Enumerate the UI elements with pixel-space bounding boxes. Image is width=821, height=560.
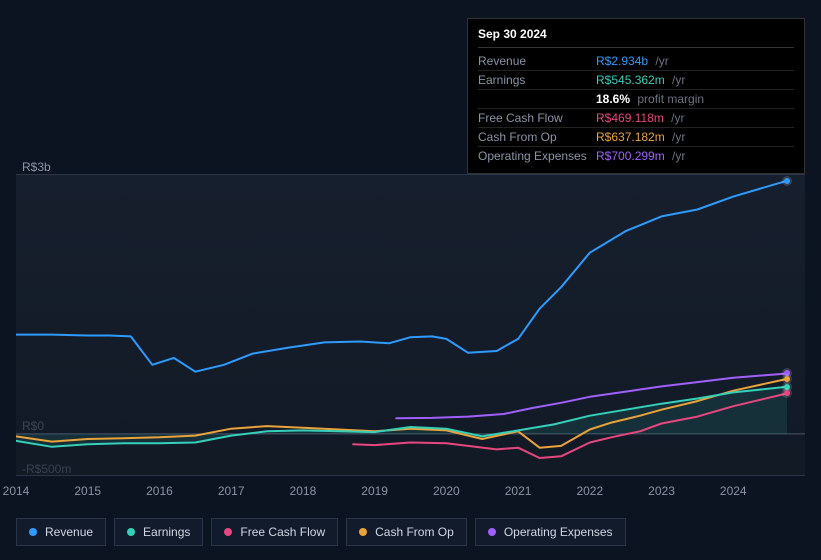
series-end-marker xyxy=(784,178,790,184)
y-axis-label: R$3b xyxy=(22,160,51,174)
series-end-marker xyxy=(784,376,790,382)
legend-item-revenue[interactable]: Revenue xyxy=(16,518,106,546)
tooltip-label: Free Cash Flow xyxy=(478,111,596,125)
tooltip-value: R$637.182m xyxy=(596,130,665,144)
x-axis-label: 2019 xyxy=(361,484,388,498)
x-axis-label: 2015 xyxy=(74,484,101,498)
legend-swatch xyxy=(29,528,37,536)
tooltip-label: Earnings xyxy=(478,73,596,87)
x-axis-label: 2020 xyxy=(433,484,460,498)
legend-item-cfo[interactable]: Cash From Op xyxy=(346,518,467,546)
legend-label: Operating Expenses xyxy=(504,525,613,539)
tooltip-unit: /yr xyxy=(669,130,686,144)
tooltip-value: R$2.934b xyxy=(596,54,648,68)
tooltip-label: Cash From Op xyxy=(478,130,596,144)
legend-item-fcf[interactable]: Free Cash Flow xyxy=(211,518,338,546)
legend-label: Revenue xyxy=(45,525,93,539)
x-axis-label: 2023 xyxy=(648,484,675,498)
tooltip-value: 18.6% xyxy=(596,92,630,106)
tooltip-unit: /yr xyxy=(668,111,685,125)
legend-swatch xyxy=(359,528,367,536)
tooltip-label: Revenue xyxy=(478,54,596,68)
x-axis-label: 2022 xyxy=(576,484,603,498)
x-axis-label: 2024 xyxy=(720,484,747,498)
tooltip-row: RevenueR$2.934b /yr xyxy=(478,52,794,71)
legend-swatch xyxy=(224,528,232,536)
tooltip-unit: /yr xyxy=(669,73,686,87)
chart-plot-area[interactable] xyxy=(16,174,805,476)
tooltip-unit: /yr xyxy=(652,54,669,68)
chart-tooltip: Sep 30 2024 RevenueR$2.934b /yrEarningsR… xyxy=(467,18,805,174)
tooltip-row: 18.6% profit margin xyxy=(478,90,794,109)
tooltip-value: R$469.118m xyxy=(596,111,664,125)
chart-container: R$3bR$0-R$500m xyxy=(16,160,805,476)
series-line-revenue xyxy=(16,181,787,372)
tooltip-date: Sep 30 2024 xyxy=(478,27,794,48)
chart-legend: Revenue Earnings Free Cash Flow Cash From O… xyxy=(16,518,626,546)
legend-item-earnings[interactable]: Earnings xyxy=(114,518,203,546)
series-end-marker xyxy=(784,384,790,390)
x-axis-label: 2014 xyxy=(3,484,30,498)
legend-item-opex[interactable]: Operating Expenses xyxy=(475,518,626,546)
legend-swatch xyxy=(488,528,496,536)
tooltip-value: R$545.362m xyxy=(596,73,665,87)
x-axis-label: 2016 xyxy=(146,484,173,498)
x-axis-label: 2021 xyxy=(505,484,532,498)
tooltip-row: Free Cash FlowR$469.118m /yr xyxy=(478,109,794,128)
tooltip-row: Cash From OpR$637.182m /yr xyxy=(478,128,794,147)
legend-swatch xyxy=(127,528,135,536)
legend-label: Cash From Op xyxy=(375,525,454,539)
legend-label: Earnings xyxy=(143,525,190,539)
tooltip-row: EarningsR$545.362m /yr xyxy=(478,71,794,90)
tooltip-unit: profit margin xyxy=(634,92,704,106)
x-axis-label: 2017 xyxy=(218,484,245,498)
x-axis-label: 2018 xyxy=(290,484,317,498)
legend-label: Free Cash Flow xyxy=(240,525,325,539)
